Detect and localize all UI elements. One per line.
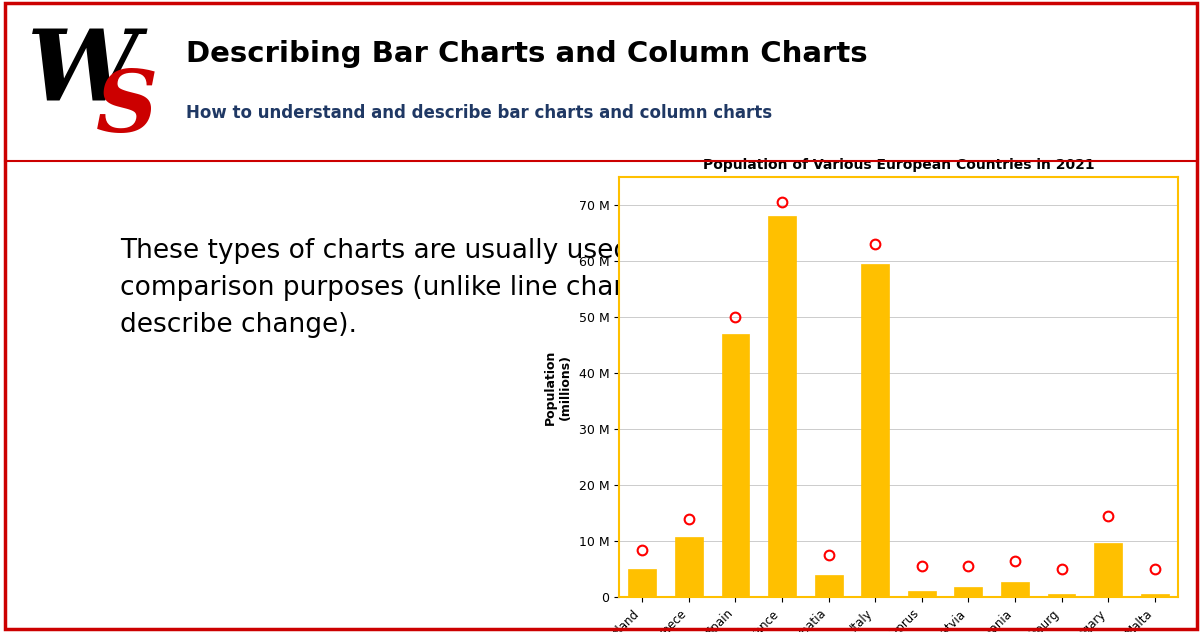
Text: Describing Bar Charts and Column Charts: Describing Bar Charts and Column Charts [186, 40, 868, 68]
Title: Population of Various European Countries in 2021: Population of Various European Countries… [703, 157, 1094, 172]
Bar [676, 537, 703, 597]
Bar [815, 575, 843, 597]
Bar [629, 569, 656, 597]
Bar [954, 586, 982, 597]
Text: These types of charts are usually used for
comparison purposes (unlike line char: These types of charts are usually used f… [120, 238, 743, 338]
Bar [908, 590, 936, 597]
Y-axis label: Population
(millions): Population (millions) [543, 349, 572, 425]
Bar [721, 334, 750, 597]
Bar [1094, 543, 1123, 597]
Bar [861, 264, 889, 597]
Text: How to understand and describe bar charts and column charts: How to understand and describe bar chart… [186, 104, 773, 122]
Text: S: S [96, 66, 157, 149]
Bar [1141, 594, 1168, 597]
Bar [1048, 593, 1076, 597]
Bar [768, 216, 796, 597]
Text: W: W [26, 25, 139, 121]
Bar [1001, 581, 1029, 597]
